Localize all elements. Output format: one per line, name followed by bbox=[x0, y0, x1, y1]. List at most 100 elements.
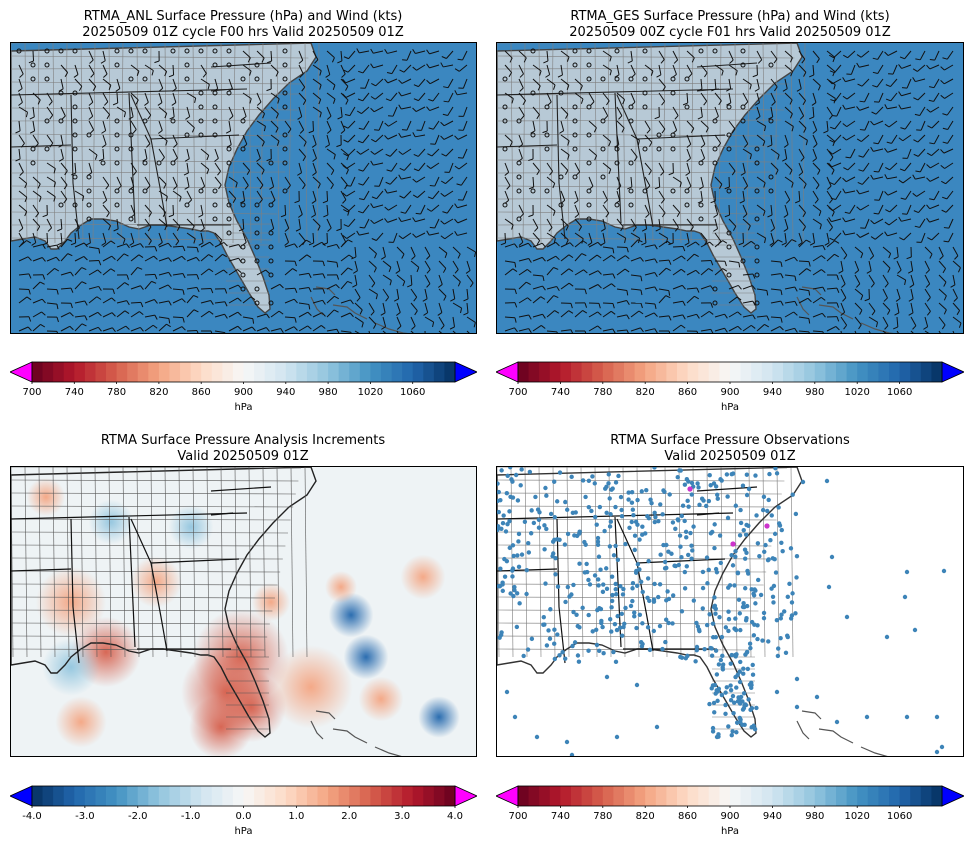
wind-barb bbox=[742, 204, 748, 218]
wind-barb-flag bbox=[167, 284, 172, 289]
wind-barb-shaft bbox=[172, 298, 183, 304]
wind-barb-flag bbox=[783, 144, 789, 148]
wind-barb bbox=[658, 295, 671, 304]
wind-barb-shaft bbox=[256, 162, 265, 171]
wind-barb-flag bbox=[665, 238, 669, 244]
colorbar-segment bbox=[391, 786, 403, 806]
wind-barb-flag bbox=[172, 88, 177, 92]
wind-barb-flag bbox=[695, 269, 700, 275]
wind-barb-shaft bbox=[902, 176, 912, 184]
observation-point bbox=[635, 522, 640, 527]
observation-point bbox=[604, 586, 610, 592]
wind-barb-shaft bbox=[770, 288, 781, 291]
wind-barb-shaft bbox=[74, 300, 85, 304]
wind-barb bbox=[412, 190, 426, 198]
colorbar-segment bbox=[127, 362, 139, 382]
wind-barb-flag bbox=[929, 198, 935, 201]
wind-barb bbox=[183, 162, 189, 176]
wind-barb-flag bbox=[831, 169, 835, 175]
wind-barb-shaft bbox=[644, 286, 655, 290]
wind-barb-shaft bbox=[354, 330, 360, 333]
wind-barb-flag bbox=[98, 260, 102, 266]
wind-barb bbox=[714, 64, 724, 76]
wind-barb-shaft bbox=[532, 176, 535, 188]
wind-barb-shaft bbox=[424, 330, 426, 333]
observation-point bbox=[679, 513, 685, 519]
wind-barb bbox=[672, 255, 686, 262]
observation-point bbox=[776, 646, 781, 651]
wind-barb bbox=[398, 232, 412, 240]
wind-barb-flag bbox=[783, 214, 789, 218]
county-line bbox=[497, 119, 782, 122]
wind-barb-flag bbox=[426, 283, 431, 288]
wind-barb bbox=[312, 64, 322, 76]
observation-point bbox=[643, 531, 648, 536]
wind-barb-flag bbox=[42, 244, 46, 249]
wind-barb-flag bbox=[541, 242, 546, 248]
observation-point bbox=[613, 480, 619, 485]
wind-barb bbox=[326, 106, 332, 120]
wind-barb bbox=[256, 148, 261, 162]
wind-barb-flag bbox=[401, 253, 405, 259]
colorbar-segment bbox=[920, 786, 932, 806]
colorbar-observations: 700 740 780 820 860 900 940 980 1020 1060 hPa bbox=[495, 784, 965, 839]
colorbar-tick-label: 940 bbox=[762, 811, 782, 822]
wind-barb-flag bbox=[67, 253, 73, 257]
wind-barb-flag bbox=[829, 139, 835, 143]
observation-point bbox=[507, 509, 512, 514]
wind-barb bbox=[770, 50, 778, 64]
wind-barb-flag bbox=[554, 310, 560, 314]
calm-wind-circle bbox=[698, 202, 704, 208]
wind-barb-flag bbox=[351, 256, 357, 260]
wind-barb bbox=[898, 91, 912, 97]
wind-barb-shaft bbox=[532, 313, 543, 318]
wind-barb-shaft bbox=[448, 92, 454, 103]
wind-barb-flag bbox=[732, 226, 737, 231]
wind-barb-shaft bbox=[910, 316, 917, 326]
calm-wind-circle bbox=[128, 76, 134, 82]
wind-barb-shaft bbox=[88, 50, 94, 61]
wind-barb-flag bbox=[574, 213, 580, 218]
wind-barb-shaft bbox=[896, 316, 899, 328]
observation-point bbox=[719, 692, 725, 698]
wind-barb-flag bbox=[553, 238, 556, 244]
wind-barb bbox=[452, 246, 461, 259]
wind-barb bbox=[560, 134, 570, 146]
state-border bbox=[497, 144, 558, 148]
wind-barb bbox=[504, 50, 513, 63]
wind-barb-shaft bbox=[410, 260, 420, 268]
wind-barb-flag bbox=[265, 327, 270, 332]
wind-barb-flag bbox=[173, 185, 178, 190]
wind-barb-shaft bbox=[812, 176, 820, 186]
colorbar-segment bbox=[433, 786, 445, 806]
wind-barb-shaft bbox=[284, 243, 295, 248]
wind-barb bbox=[158, 242, 172, 248]
county-line bbox=[11, 505, 294, 508]
county-line bbox=[678, 467, 682, 658]
colorbar-segment bbox=[677, 786, 688, 806]
wind-barb-flag bbox=[556, 331, 558, 333]
wind-barb-flag bbox=[523, 57, 527, 63]
wind-barb bbox=[756, 232, 767, 244]
calm-wind-circle bbox=[198, 104, 204, 110]
wind-barb-flag bbox=[739, 200, 745, 204]
wind-barb bbox=[158, 271, 172, 277]
wind-barb-shaft bbox=[873, 148, 884, 152]
observation-point bbox=[629, 500, 635, 505]
wind-barb-shaft bbox=[833, 134, 842, 143]
wind-barb-shaft bbox=[158, 92, 163, 103]
observation-point bbox=[723, 625, 729, 630]
colorbar-segment bbox=[328, 362, 340, 382]
wind-barb-flag bbox=[358, 183, 364, 186]
wind-barb bbox=[900, 120, 912, 130]
calm-wind-circle bbox=[226, 230, 232, 236]
county-line bbox=[734, 467, 738, 658]
wind-barb-flag bbox=[605, 212, 610, 218]
wind-barb-shaft bbox=[845, 218, 856, 223]
wind-barb-flag bbox=[885, 98, 891, 102]
calm-wind-circle bbox=[240, 76, 246, 82]
wind-barb bbox=[798, 134, 808, 146]
wind-barb-shaft bbox=[812, 190, 819, 200]
wind-barb-flag bbox=[356, 297, 361, 302]
wind-barb bbox=[228, 190, 237, 204]
